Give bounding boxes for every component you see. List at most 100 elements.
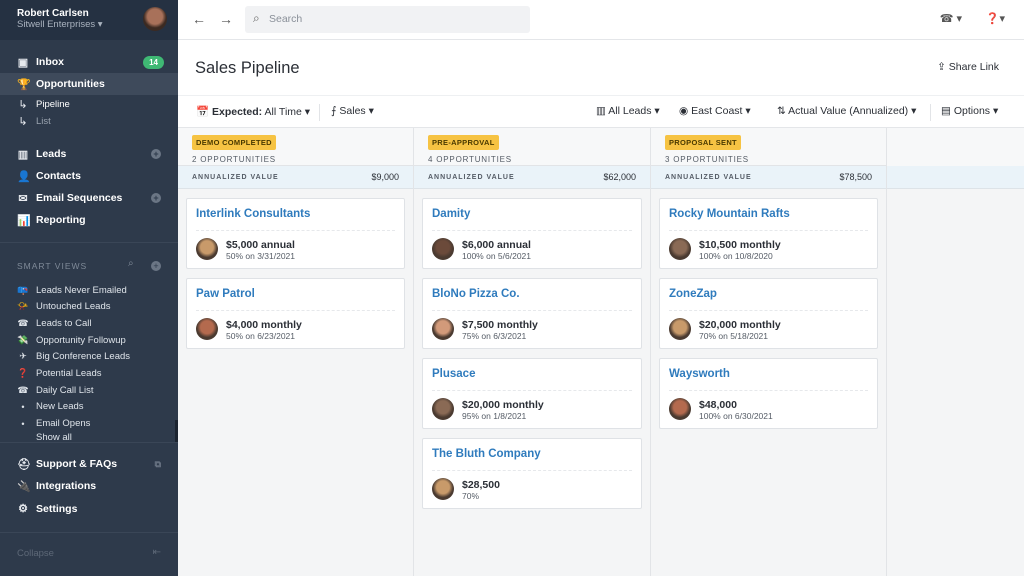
collapse-button[interactable]: Collapse xyxy=(17,548,54,559)
scrollbar[interactable] xyxy=(175,420,178,442)
smart-view-item[interactable]: ☎ Daily Call List xyxy=(17,384,94,396)
confidence-date: 100% on 5/6/2021 xyxy=(462,251,532,261)
external-link-icon[interactable]: ⧉ xyxy=(154,458,161,469)
smart-view-item[interactable]: ❓ Potential Leads xyxy=(17,368,102,379)
smart-view-icon: ✈ xyxy=(19,351,27,362)
lead-name-link[interactable]: Waysworth xyxy=(669,368,730,380)
annualized-value-bar: ANNUALIZED VALUE $62,000 xyxy=(414,166,650,189)
opportunity-count: 4 OPPORTUNITIES xyxy=(428,155,512,164)
confidence-date: 50% on 6/23/2021 xyxy=(226,331,296,341)
pipeline-column: PROPOSAL SENT 3 OPPORTUNITIES ANNUALIZED V… xyxy=(651,128,887,576)
show-all-link[interactable]: Show all xyxy=(36,432,72,442)
sidebar-item-pipeline[interactable]: ↳ Pipeline xyxy=(0,96,178,113)
lead-name-link[interactable]: The Bluth Company xyxy=(432,448,541,460)
search-input[interactable]: ⌕ Search xyxy=(245,6,530,33)
sidebar-item-reporting[interactable]: 📊 Reporting xyxy=(0,209,178,231)
opportunity-card[interactable]: Damity $6,000 annual 100% on 5/6/2021 xyxy=(422,198,642,269)
smart-views-heading: SMART VIEWS xyxy=(17,261,88,271)
search-icon[interactable]: ⌕ xyxy=(128,258,134,269)
filter-toolbar: 📅 Expected: All Time ▾ ⨍ Sales ▾ ▥ All L… xyxy=(178,95,1024,128)
forward-arrow-icon[interactable]: → xyxy=(219,11,233,27)
avatar xyxy=(432,238,454,260)
sidebar-item-inbox[interactable]: ▣ Inbox 14 xyxy=(0,51,178,73)
smart-view-item[interactable]: ☎ Leads to Call xyxy=(17,317,92,329)
pipeline-filter[interactable]: ⨍ Sales ▾ xyxy=(331,105,374,117)
building-icon: ▥ xyxy=(596,105,609,117)
phone-icon[interactable]: ☎ ▾ xyxy=(939,13,962,25)
smart-view-icon: 📪 xyxy=(17,284,29,295)
sidebar-item-support-faqs[interactable]: ⛑ Support & FAQs ⧉ xyxy=(17,458,161,471)
expected-filter[interactable]: 📅 Expected: All Time ▾ xyxy=(196,106,311,118)
lead-name-link[interactable]: Interlink Consultants xyxy=(196,208,311,220)
smart-view-item[interactable]: • New Leads xyxy=(0,399,176,415)
smart-view-item[interactable]: ✈ Big Conference Leads xyxy=(0,349,176,365)
opportunity-card[interactable]: BloNo Pizza Co. $7,500 monthly 75% on 6/3/… xyxy=(422,278,642,349)
sidebar-item-opportunities[interactable]: 🏆 Opportunities xyxy=(0,73,178,95)
avatar xyxy=(669,318,691,340)
user-name: Robert Carlsen xyxy=(17,8,89,19)
empty-column xyxy=(887,128,1024,576)
sidebar-item-settings[interactable]: ⚙ Settings xyxy=(18,502,78,516)
sidebar-item-leads[interactable]: ▥ Leads + xyxy=(0,143,178,165)
sidebar-item-list[interactable]: ↳ List xyxy=(0,113,178,130)
column-total: $9,000 xyxy=(371,172,399,182)
add-icon[interactable]: + xyxy=(151,149,161,159)
add-icon[interactable]: + xyxy=(151,193,161,203)
smart-view-item[interactable]: 💸 Opportunity Followup xyxy=(17,334,126,346)
sidebar-item-email-sequences[interactable]: ✉ Email Sequences + xyxy=(0,187,178,209)
gear-icon: ⚙ xyxy=(18,503,28,516)
opportunity-card[interactable]: Paw Patrol $4,000 monthly 50% on 6/23/2021 xyxy=(186,278,405,349)
back-arrow-icon[interactable]: ← xyxy=(192,11,206,27)
collapse-icon[interactable]: ⇤ xyxy=(152,547,161,558)
sort-dropdown[interactable]: ⇅ Actual Value (Annualized) ▾ xyxy=(777,105,917,117)
lead-name-link[interactable]: Paw Patrol xyxy=(196,288,255,300)
trophy-icon: 🏆 xyxy=(17,78,31,91)
divider xyxy=(669,230,868,231)
confidence-date: 70% xyxy=(462,491,480,501)
search-placeholder: Search xyxy=(269,13,303,25)
opportunity-count: 3 OPPORTUNITIES xyxy=(665,155,749,164)
avatar xyxy=(669,398,691,420)
lead-name-link[interactable]: ZoneZap xyxy=(669,288,717,300)
smart-view-item[interactable]: • Email Opens xyxy=(0,416,176,432)
inbox-icon: ▣ xyxy=(17,56,29,69)
account-switcher[interactable]: Robert Carlsen Sitwell Enterprises ▾ xyxy=(0,0,178,40)
lead-name-link[interactable]: Rocky Mountain Rafts xyxy=(669,208,790,220)
annualized-value-bar: ANNUALIZED VALUE $78,500 xyxy=(651,166,886,189)
sidebar-item-contacts[interactable]: 👤 Contacts xyxy=(0,165,178,187)
avatar[interactable] xyxy=(143,7,167,31)
opportunity-value: $28,500 xyxy=(462,479,500,491)
opportunity-card[interactable]: Waysworth $48,000 100% on 6/30/2021 xyxy=(659,358,878,429)
sidebar-item-label: Reporting xyxy=(36,214,86,226)
smart-view-item[interactable]: 📯 Untouched Leads xyxy=(17,301,111,313)
smart-view-item[interactable]: 📪 Leads Never Emailed xyxy=(17,284,127,296)
help-icon[interactable]: ❓▾ xyxy=(985,13,1005,25)
divider xyxy=(0,532,178,533)
sub-arrow-icon: ↳ xyxy=(18,116,28,128)
opportunity-card[interactable]: Plusace $20,000 monthly 95% on 1/8/2021 xyxy=(422,358,642,429)
lead-name-link[interactable]: Plusace xyxy=(432,368,476,380)
opportunity-card[interactable]: ZoneZap $20,000 monthly 70% on 5/18/2021 xyxy=(659,278,878,349)
avatar xyxy=(432,318,454,340)
opportunity-value: $20,000 monthly xyxy=(699,319,781,331)
top-bar: ← → ⌕ Search ☎ ▾ ❓▾ xyxy=(178,0,1024,40)
sidebar-item-label: Email Sequences xyxy=(36,192,123,204)
sidebar-item-integrations[interactable]: 🔌 Integrations xyxy=(17,480,97,493)
lead-name-link[interactable]: Damity xyxy=(432,208,471,220)
column-header: PRE-APPROVAL 4 OPPORTUNITIES xyxy=(414,128,650,166)
add-smart-view-icon[interactable]: + xyxy=(151,261,161,271)
opportunity-value: $6,000 annual xyxy=(462,239,531,251)
divider xyxy=(0,442,178,443)
opportunity-card[interactable]: The Bluth Company $28,500 70% xyxy=(422,438,642,509)
territory-filter[interactable]: ◉ East Coast ▾ xyxy=(679,105,751,117)
lead-name-link[interactable]: BloNo Pizza Co. xyxy=(432,288,520,300)
opportunity-card[interactable]: Interlink Consultants $5,000 annual 50% on… xyxy=(186,198,405,269)
pipeline-column: PRE-APPROVAL 4 OPPORTUNITIES ANNUALIZED VA… xyxy=(414,128,651,576)
smart-view-icon: ☎ xyxy=(17,384,29,395)
smart-view-icon: 📯 xyxy=(17,301,29,312)
share-link-button[interactable]: ⇪ Share Link xyxy=(937,61,999,73)
smart-view-icon: ❓ xyxy=(17,368,29,378)
opportunity-card[interactable]: Rocky Mountain Rafts $10,500 monthly 100% … xyxy=(659,198,878,269)
options-dropdown[interactable]: ▤ Options ▾ xyxy=(941,105,999,117)
leads-filter[interactable]: ▥ All Leads ▾ xyxy=(596,105,660,117)
